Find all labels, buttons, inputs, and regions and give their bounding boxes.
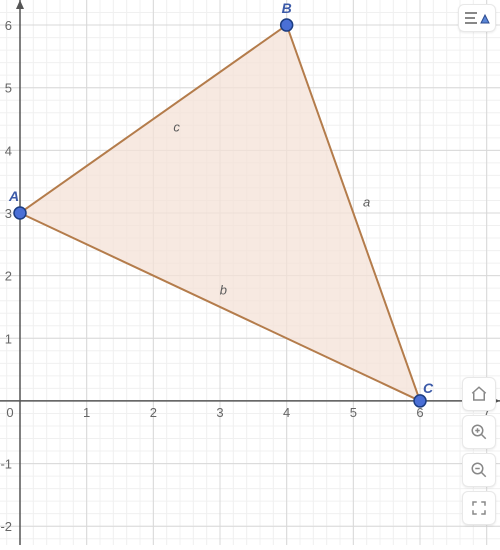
tick-label: 6	[5, 18, 12, 33]
tick-label: 3	[216, 405, 223, 420]
point-label-B: B	[282, 0, 292, 16]
point-B[interactable]	[281, 19, 293, 31]
tool-buttons	[462, 377, 496, 525]
style-menu-button[interactable]	[458, 4, 496, 32]
zoom-out-button[interactable]	[462, 453, 496, 487]
point-label-C: C	[423, 380, 434, 396]
tick-label: -1	[0, 457, 12, 472]
tick-label: 2	[150, 405, 157, 420]
tick-label: 0	[6, 405, 13, 420]
fullscreen-button[interactable]	[462, 491, 496, 525]
edge-label-a: a	[363, 195, 370, 210]
plane-svg: 01234567-2-1123456cabABC	[0, 0, 500, 545]
tick-label: 5	[5, 81, 12, 96]
edge-label-c: c	[173, 120, 180, 135]
tick-label: 4	[283, 405, 290, 420]
tick-label: 5	[350, 405, 357, 420]
tick-label: 1	[5, 331, 12, 346]
tick-label: 1	[83, 405, 90, 420]
point-label-A: A	[8, 188, 19, 204]
tick-label: 2	[5, 269, 12, 284]
coordinate-plane[interactable]: 01234567-2-1123456cabABC	[0, 0, 500, 545]
zoom-in-button[interactable]	[462, 415, 496, 449]
tick-label: -2	[0, 519, 12, 534]
point-C[interactable]	[414, 395, 426, 407]
point-A[interactable]	[14, 207, 26, 219]
edge-label-b: b	[220, 282, 227, 297]
tick-label: 4	[5, 143, 12, 158]
tick-label: 3	[5, 206, 12, 221]
home-button[interactable]	[462, 377, 496, 411]
